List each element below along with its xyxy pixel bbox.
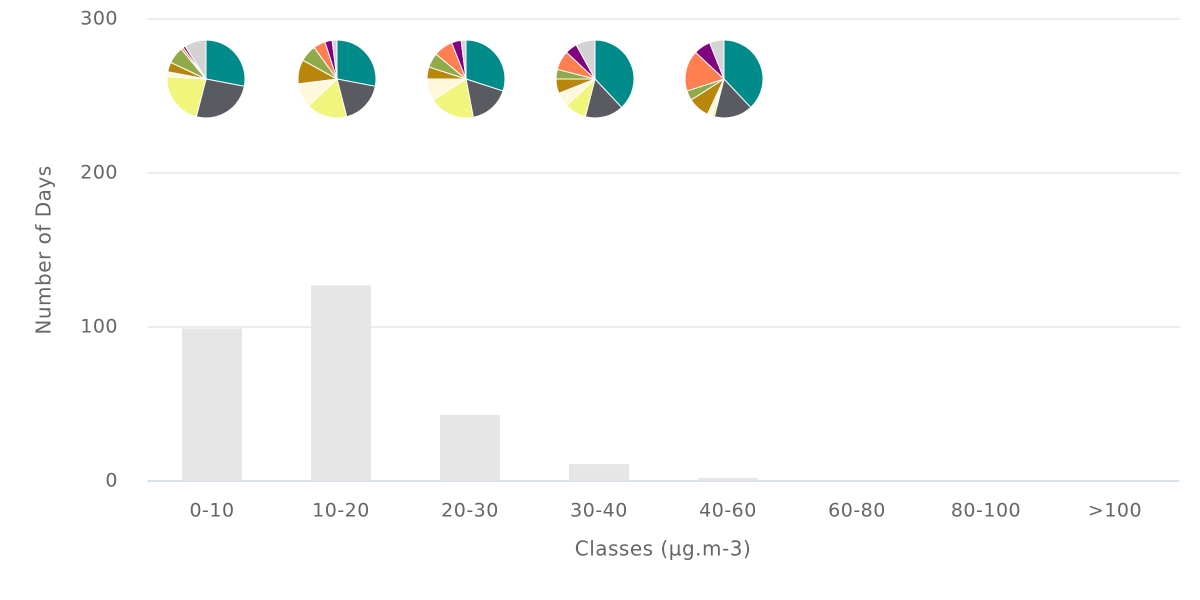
y-tick-label: 200 <box>80 162 118 184</box>
pie-slice <box>205 39 246 87</box>
bar <box>440 414 500 481</box>
bar <box>182 328 242 481</box>
pie-slice <box>336 78 376 118</box>
pie-slice <box>465 78 504 118</box>
bar <box>569 464 629 481</box>
pie-slice <box>723 39 764 109</box>
x-axis-title: Classes (µg.m-3) <box>575 537 752 561</box>
pie-slice <box>575 39 596 80</box>
pie-slice <box>166 76 207 118</box>
pie-slice <box>684 51 725 92</box>
pie-slice <box>195 78 245 119</box>
pie-slice <box>331 39 338 80</box>
pie-slice <box>465 39 506 92</box>
y-tick-label: 100 <box>80 316 118 338</box>
x-tick-label: 80-100 <box>951 500 1021 522</box>
x-tick-label: >100 <box>1088 500 1142 522</box>
x-tick-label: 20-30 <box>441 500 499 522</box>
x-tick-label: 10-20 <box>312 500 370 522</box>
pie-slice <box>184 39 207 81</box>
pie-slice <box>460 39 467 80</box>
x-tick-label: 0-10 <box>189 500 234 522</box>
x-tick-label: 30-40 <box>570 500 628 522</box>
y-axis-title: Number of Days <box>32 165 56 334</box>
pie-slice <box>594 39 635 109</box>
x-tick-label: 60-80 <box>828 500 886 522</box>
pie-slice <box>432 78 474 119</box>
y-tick-label: 0 <box>105 470 118 492</box>
bar <box>698 477 758 481</box>
pie-slice <box>336 39 377 87</box>
pie-slice <box>307 78 348 119</box>
y-tick-label: 300 <box>80 8 118 30</box>
x-tick-label: 40-60 <box>699 500 757 522</box>
pie-slice <box>708 39 725 80</box>
bar <box>311 285 371 481</box>
